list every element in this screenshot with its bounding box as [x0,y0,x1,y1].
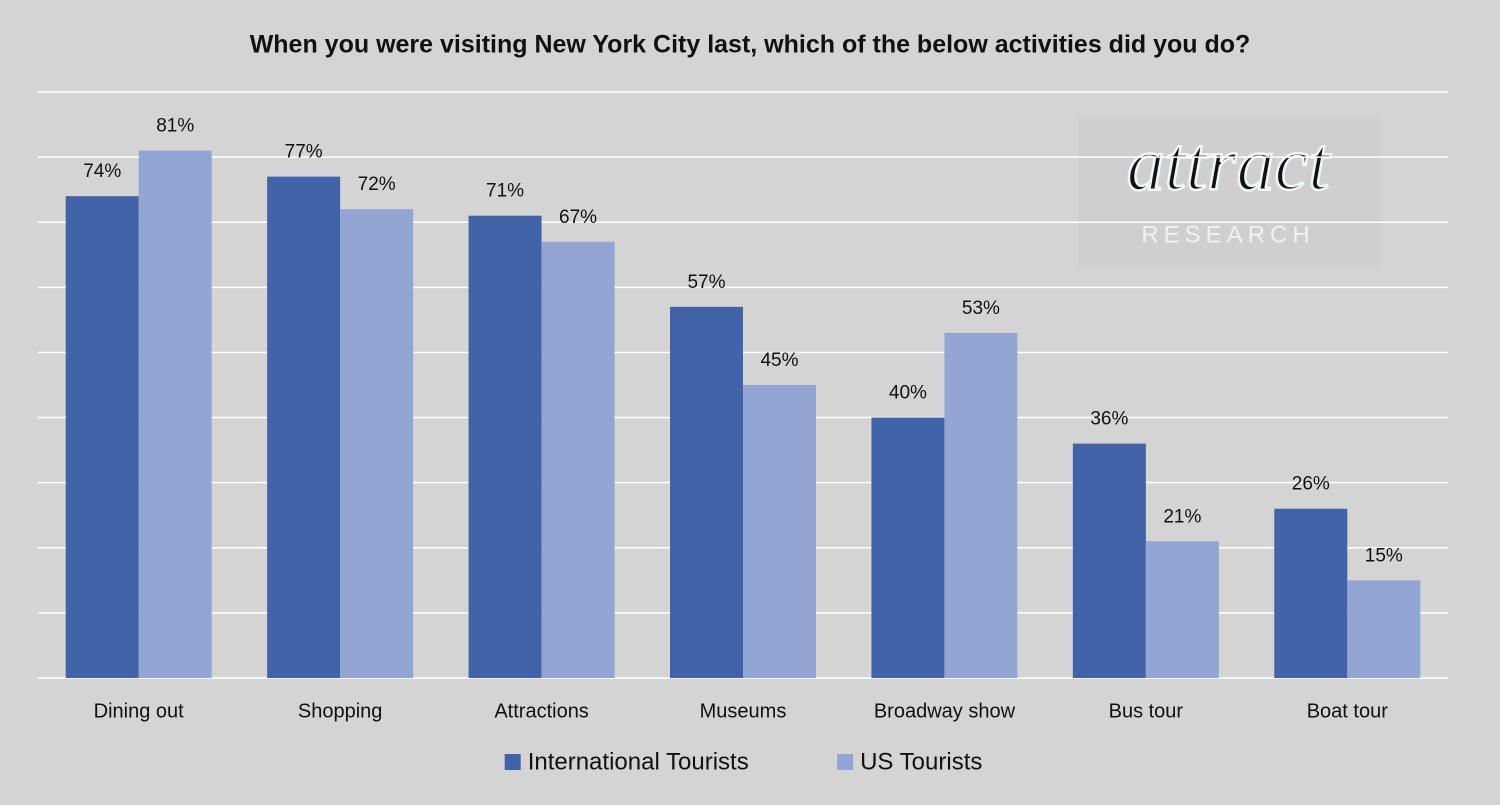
x-tick-label: Broadway show [874,700,1016,722]
value-label: 45% [760,350,798,371]
value-label: 26% [1292,474,1330,495]
bar [1274,508,1348,678]
legend-label: International Tourists [528,748,749,775]
value-label: 53% [962,298,1000,319]
value-label: 67% [559,207,597,228]
bar [541,241,615,678]
value-label: 74% [83,161,121,182]
x-tick-label: Dining out [94,700,185,722]
value-label: 77% [285,142,323,163]
value-label: 72% [358,174,396,195]
x-tick-label: Bus tour [1109,700,1184,722]
value-label: 21% [1163,506,1201,527]
bar [1145,541,1219,678]
value-label: 40% [889,383,927,404]
watermark-subtext: RESEARCH [1141,221,1314,248]
x-tick-label: Attractions [494,700,588,722]
bar [340,209,414,678]
x-tick-label: Museums [700,700,787,722]
value-label: 81% [156,116,194,137]
value-label: 57% [687,272,725,293]
watermark-box [1078,118,1380,266]
value-label: 36% [1090,409,1128,430]
bar [1347,580,1421,678]
bar [267,176,341,678]
bar [65,196,139,678]
value-label: 71% [486,181,524,202]
bar [871,417,945,678]
legend-swatch [504,754,521,770]
bar [1072,443,1146,678]
bar [138,150,212,679]
x-tick-label: Shopping [298,700,383,722]
watermark-logo: attract [1127,122,1332,206]
x-tick-label: Boat tour [1307,700,1389,722]
bar [944,332,1018,678]
legend-swatch [837,754,854,770]
legend-label: US Tourists [860,748,982,775]
bar [670,306,743,678]
value-label: 15% [1365,545,1403,566]
chart-title: When you were visiting New York City las… [250,31,1251,59]
bar [468,215,542,678]
bar [743,385,816,678]
